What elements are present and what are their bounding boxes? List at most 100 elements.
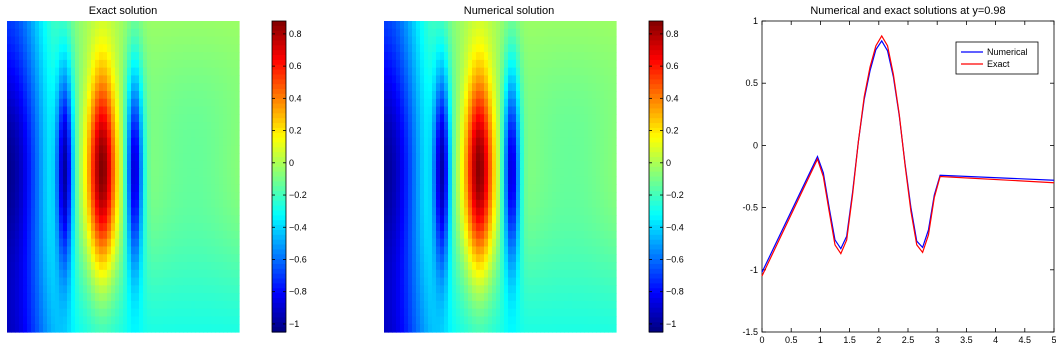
heatmap-cell [592, 324, 597, 333]
heatmap-cell [31, 98, 36, 108]
heatmap-cell [484, 67, 489, 77]
heatmap-cell [456, 153, 461, 162]
heatmap-cell [424, 122, 429, 131]
heatmap-cell [612, 176, 617, 185]
heatmap-cell [544, 293, 549, 302]
heatmap-cell [432, 199, 437, 209]
heatmap-cell [604, 160, 609, 170]
heatmap-cell [39, 308, 44, 318]
heatmap-cell [223, 145, 228, 154]
heatmap-cell [159, 145, 164, 154]
heatmap-cell [87, 176, 92, 185]
heatmap-cell [11, 137, 16, 147]
heatmap-cell [580, 75, 585, 84]
heatmap-cell [384, 122, 389, 131]
heatmap-cell [175, 192, 180, 201]
heatmap-cell [223, 59, 228, 69]
heatmap-cell [520, 223, 525, 232]
heatmap-cell [448, 168, 453, 178]
heatmap-cell [143, 160, 148, 170]
heatmap-cell [392, 230, 397, 240]
colorbar-swatch [272, 59, 286, 66]
heatmap-cell [540, 254, 545, 263]
heatmap-cell [544, 122, 549, 131]
heatmap-cell [440, 199, 445, 209]
heatmap-cell [231, 83, 236, 92]
heatmap-cell [195, 44, 200, 53]
heatmap-cell [167, 137, 172, 147]
heatmap-cell [51, 316, 56, 325]
heatmap-cell [496, 293, 501, 302]
heatmap-cell [604, 246, 609, 255]
heatmap-cell [83, 269, 88, 279]
heatmap-cell [187, 21, 192, 30]
heatmap-cell [227, 137, 232, 147]
heatmap-cell [83, 246, 88, 255]
heatmap-cell [43, 90, 48, 100]
heatmap-cell [536, 129, 541, 139]
heatmap-cell [576, 90, 581, 100]
heatmap-cell [528, 137, 533, 147]
heatmap-cell [588, 83, 593, 92]
heatmap-cell [456, 238, 461, 248]
heatmap-cell [151, 52, 156, 61]
heatmap-cell [195, 129, 200, 139]
heatmap-cell [35, 90, 40, 100]
heatmap-cell [223, 129, 228, 139]
heatmap-cell [568, 160, 573, 170]
heatmap-cell [99, 316, 104, 325]
heatmap-cell [87, 114, 92, 123]
heatmap-cell [488, 52, 493, 61]
heatmap-cell [51, 67, 56, 77]
heatmap-cell [15, 192, 20, 201]
heatmap-cell [195, 67, 200, 77]
heatmap-cell [496, 67, 501, 77]
heatmap-cell [67, 59, 72, 69]
heatmap-cell [43, 28, 48, 38]
heatmap-cell [39, 230, 44, 240]
heatmap-cell [600, 300, 605, 310]
heatmap-cell [75, 176, 80, 185]
heatmap-cell [31, 223, 36, 232]
heatmap-cell [560, 83, 565, 92]
heatmap-cell [528, 215, 533, 224]
heatmap-cell [516, 176, 521, 185]
heatmap-cell [612, 215, 617, 224]
heatmap-cell [556, 176, 561, 185]
heatmap-cell [99, 192, 104, 201]
heatmap-cell [608, 324, 613, 333]
heatmap-cell [536, 316, 541, 325]
heatmap-cell [560, 21, 565, 30]
heatmap-cell [191, 153, 196, 162]
heatmap-cell [584, 145, 589, 154]
heatmap-cell [496, 114, 501, 123]
heatmap-cell [512, 153, 517, 162]
heatmap-cell [424, 199, 429, 209]
heatmap-cell [163, 262, 168, 271]
colorbar-swatch [649, 195, 663, 202]
heatmap-cell [416, 254, 421, 263]
heatmap-cell [572, 67, 577, 77]
heatmap-cell [488, 21, 493, 30]
heatmap-cell [484, 145, 489, 154]
heatmap-cell [231, 238, 236, 248]
heatmap-cell [51, 36, 56, 45]
heatmap-cell [103, 145, 108, 154]
heatmap-cell [131, 168, 136, 178]
heatmap-cell [127, 293, 132, 302]
heatmap-cell [440, 83, 445, 92]
heatmap-cell [211, 262, 216, 271]
heatmap-cell [564, 106, 569, 115]
heatmap-cell [532, 285, 537, 294]
heatmap-cell [67, 300, 72, 310]
heatmap-cell [608, 254, 613, 263]
heatmap-cell [15, 246, 20, 255]
heatmap-cell [179, 114, 184, 123]
heatmap-cell [456, 83, 461, 92]
heatmap-cell [155, 277, 160, 286]
x-tick-label: 2.5 [902, 335, 915, 345]
heatmap-cell [35, 215, 40, 224]
heatmap-cell [604, 254, 609, 263]
heatmap-cell [87, 52, 92, 61]
heatmap-cell [51, 269, 56, 279]
